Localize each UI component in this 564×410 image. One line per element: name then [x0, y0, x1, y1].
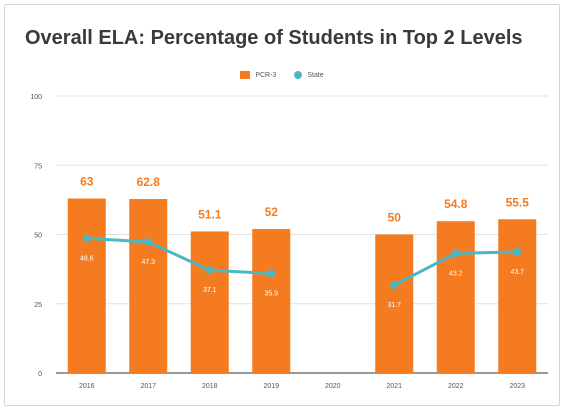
y-tick-label: 100 [30, 94, 42, 101]
state-point [390, 281, 399, 290]
bar-value-label: 62.8 [137, 175, 161, 189]
x-tick-label: 2018 [202, 383, 218, 390]
bar [252, 228, 291, 373]
x-tick-label: 2023 [509, 383, 525, 390]
bar [436, 221, 475, 373]
state-value-label: 48.6 [80, 255, 94, 262]
state-point [267, 269, 276, 278]
bar [190, 231, 229, 373]
y-tick-label: 25 [34, 302, 42, 309]
bar-value-label: 55.5 [506, 195, 530, 209]
state-value-label: 43.7 [510, 269, 524, 276]
state-value-label: 35.9 [264, 291, 278, 298]
chart-title: Overall ELA: Percentage of Students in T… [25, 27, 523, 49]
bar [498, 219, 537, 373]
x-tick-label: 2019 [263, 383, 279, 390]
bar [67, 198, 106, 373]
state-point [205, 266, 214, 275]
x-tick-label: 2020 [325, 383, 341, 390]
legend-label-pcr3: PCR-3 [255, 71, 277, 79]
y-tick-label: 50 [34, 233, 42, 240]
legend-swatch-pcr3 [240, 71, 251, 79]
bar [375, 234, 414, 373]
x-tick-label: 2021 [386, 383, 402, 390]
state-point [82, 234, 91, 243]
bar-value-label: 54.8 [444, 197, 468, 211]
legend-swatch-state [294, 71, 303, 79]
y-tick-label: 75 [34, 163, 42, 170]
state-point [513, 247, 522, 256]
bar [129, 199, 168, 373]
state-value-label: 31.7 [387, 302, 401, 309]
state-value-label: 43.2 [449, 270, 463, 277]
state-value-label: 37.1 [203, 287, 217, 294]
x-tick-label: 2022 [448, 383, 464, 390]
x-tick-label: 2017 [140, 383, 156, 390]
state-point [144, 237, 153, 246]
legend-item-state: State [294, 71, 324, 79]
y-tick-label: 0 [38, 371, 42, 378]
legend-label-state: State [307, 71, 324, 79]
state-line [86, 236, 272, 276]
bar-value-label: 63 [80, 174, 94, 188]
legend: PCR-3 State [5, 71, 559, 79]
bar-value-label: 51.1 [198, 207, 222, 221]
bar-value-label: 52 [265, 205, 279, 219]
x-tick-label: 2016 [79, 383, 95, 390]
state-point [451, 249, 460, 258]
legend-item-pcr3: PCR-3 [240, 71, 276, 79]
bar-value-label: 50 [388, 211, 402, 225]
state-value-label: 47.3 [141, 259, 155, 266]
